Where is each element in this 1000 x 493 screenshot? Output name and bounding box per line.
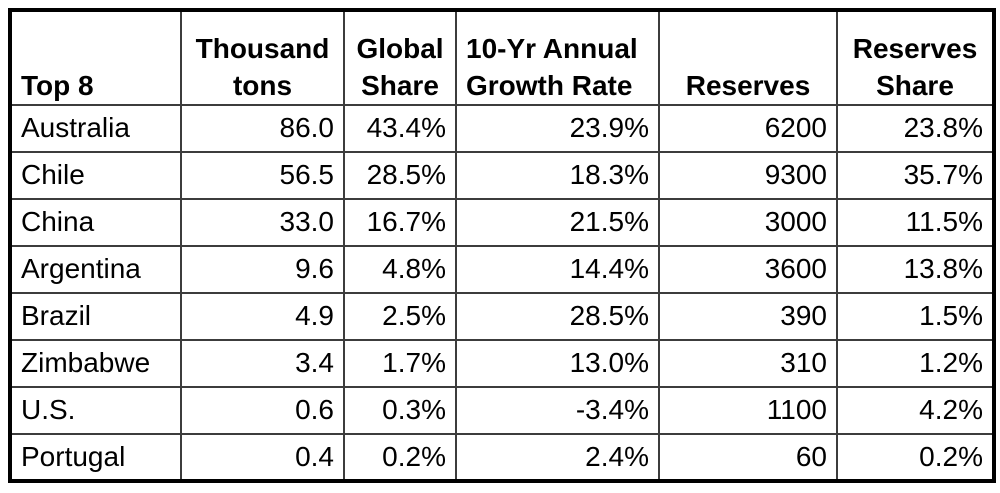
reserves-share-cell: 13.8% (836, 245, 995, 294)
reserves-share-cell: 1.5% (836, 292, 995, 341)
table-row-brazil: Brazil 4.9 2.5% 28.5% 390 1.5% (9, 292, 995, 341)
table-row-argentina: Argentina 9.6 4.8% 14.4% 3600 13.8% (9, 245, 995, 294)
header-cell-reserves: Reserves (658, 9, 838, 106)
reserves-cell: 310 (658, 339, 838, 388)
country-cell: China (9, 198, 182, 247)
reserves-share-cell: 11.5% (836, 198, 995, 247)
table-row-portugal: Portugal 0.4 0.2% 2.4% 60 0.2% (9, 433, 995, 482)
global-share-cell: 43.4% (343, 104, 457, 153)
thousand-tons-cell: 0.4 (180, 433, 345, 482)
country-cell: Argentina (9, 245, 182, 294)
global-share-cell: 16.7% (343, 198, 457, 247)
reserves-cell: 3600 (658, 245, 838, 294)
reserves-share-cell: 4.2% (836, 386, 995, 435)
thousand-tons-cell: 56.5 (180, 151, 345, 200)
reserves-cell: 6200 (658, 104, 838, 153)
thousand-tons-cell: 3.4 (180, 339, 345, 388)
table-row-china: China 33.0 16.7% 21.5% 3000 11.5% (9, 198, 995, 247)
growth-rate-cell: 23.9% (455, 104, 660, 153)
country-cell: Zimbabwe (9, 339, 182, 388)
country-cell: Portugal (9, 433, 182, 482)
reserves-cell: 9300 (658, 151, 838, 200)
table-row-australia: Australia 86.0 43.4% 23.9% 6200 23.8% (9, 104, 995, 153)
table-row-us: U.S. 0.6 0.3% -3.4% 1100 4.2% (9, 386, 995, 435)
global-share-cell: 1.7% (343, 339, 457, 388)
header-cell-global-share: Global Share (343, 9, 457, 106)
table-row-chile: Chile 56.5 28.5% 18.3% 9300 35.7% (9, 151, 995, 200)
country-cell: Chile (9, 151, 182, 200)
reserves-cell: 1100 (658, 386, 838, 435)
lithium-data-table: Top 8 Thousand tons Global Share 10-Yr A… (8, 8, 996, 483)
header-cell-top8: Top 8 (9, 9, 182, 106)
country-cell: Brazil (9, 292, 182, 341)
header-cell-thousand-tons: Thousand tons (180, 9, 345, 106)
reserves-share-cell: 35.7% (836, 151, 995, 200)
global-share-cell: 4.8% (343, 245, 457, 294)
table-row-zimbabwe: Zimbabwe 3.4 1.7% 13.0% 310 1.2% (9, 339, 995, 388)
reserves-share-cell: 0.2% (836, 433, 995, 482)
reserves-share-cell: 1.2% (836, 339, 995, 388)
growth-rate-cell: 14.4% (455, 245, 660, 294)
reserves-share-cell: 23.8% (836, 104, 995, 153)
growth-rate-cell: 13.0% (455, 339, 660, 388)
reserves-cell: 3000 (658, 198, 838, 247)
thousand-tons-cell: 9.6 (180, 245, 345, 294)
thousand-tons-cell: 0.6 (180, 386, 345, 435)
growth-rate-cell: 18.3% (455, 151, 660, 200)
growth-rate-cell: 2.4% (455, 433, 660, 482)
global-share-cell: 0.3% (343, 386, 457, 435)
growth-rate-cell: 28.5% (455, 292, 660, 341)
thousand-tons-cell: 33.0 (180, 198, 345, 247)
thousand-tons-cell: 86.0 (180, 104, 345, 153)
header-cell-growth-rate: 10-Yr Annual Growth Rate (455, 9, 660, 106)
header-row: Top 8 Thousand tons Global Share 10-Yr A… (9, 9, 995, 106)
growth-rate-cell: -3.4% (455, 386, 660, 435)
global-share-cell: 2.5% (343, 292, 457, 341)
global-share-cell: 28.5% (343, 151, 457, 200)
reserves-cell: 60 (658, 433, 838, 482)
header-cell-reserves-share: Reserves Share (836, 9, 995, 106)
growth-rate-cell: 21.5% (455, 198, 660, 247)
reserves-cell: 390 (658, 292, 838, 341)
global-share-cell: 0.2% (343, 433, 457, 482)
country-cell: U.S. (9, 386, 182, 435)
country-cell: Australia (9, 104, 182, 153)
thousand-tons-cell: 4.9 (180, 292, 345, 341)
